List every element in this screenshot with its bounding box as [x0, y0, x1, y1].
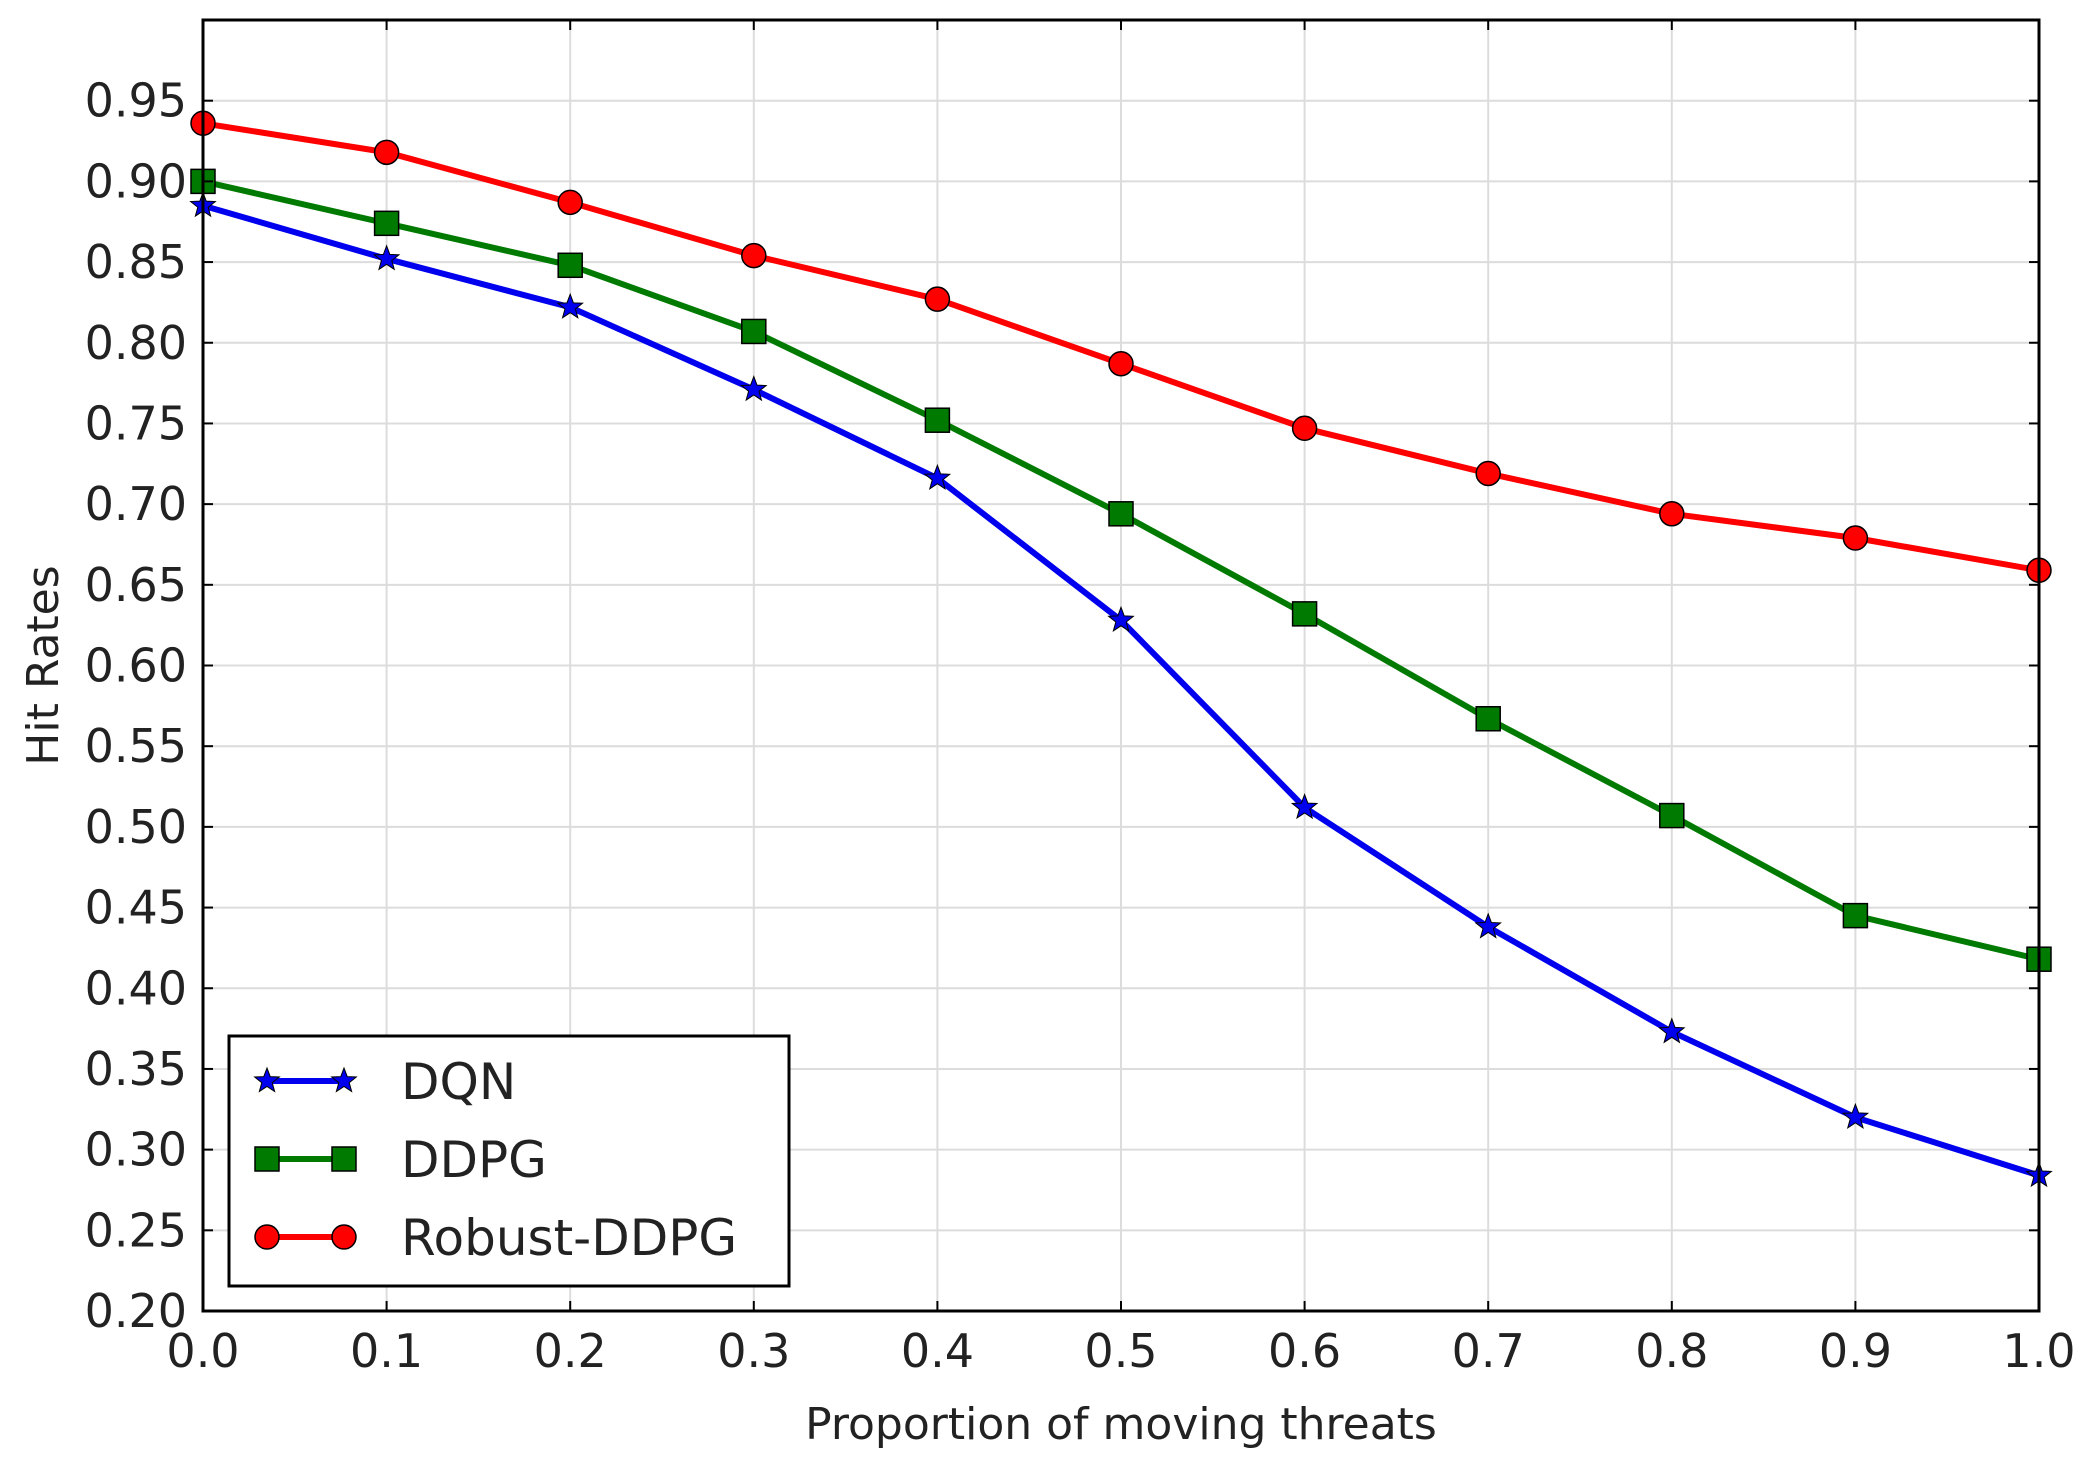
data-point-robust-ddpg	[1842, 525, 1869, 551]
legend-entry-robust-ddpg: Robust-DDPG	[254, 1209, 737, 1267]
y-tick-label: 0.40	[85, 961, 187, 1015]
data-point-ddpg	[1108, 501, 1134, 527]
data-point-ddpg	[924, 407, 951, 433]
legend-label-robust-ddpg: Robust-DDPG	[401, 1209, 737, 1267]
x-axis-title: Proportion of moving threats	[805, 1399, 1437, 1450]
legend-marker-robust-ddpg	[254, 1224, 280, 1250]
data-point-ddpg	[1475, 706, 1501, 732]
x-tick-label: 0.8	[1635, 1324, 1708, 1378]
data-point-robust-ddpg	[741, 242, 767, 269]
data-point-dqn	[556, 292, 584, 319]
legend-entry-ddpg: DDPG	[254, 1131, 547, 1189]
data-point-robust-ddpg	[924, 286, 951, 312]
legend: DQN DDPG Robust-DDPG	[227, 1034, 791, 1288]
tick-marks	[202, 20, 2040, 1312]
legend-marker-dqn	[253, 1066, 281, 1093]
x-tick-label: 0.3	[717, 1324, 790, 1378]
legend-label-dqn: DQN	[401, 1053, 516, 1111]
y-tick-label: 0.35	[85, 1042, 187, 1096]
x-tick-label: 1.0	[2002, 1324, 2075, 1378]
y-tick-label: 0.80	[85, 316, 187, 370]
y-tick-label: 0.95	[85, 74, 187, 128]
legend-marker-ddpg	[254, 1146, 280, 1172]
data-point-ddpg	[1659, 802, 1685, 829]
data-point-dqn	[1290, 793, 1319, 820]
data-point-dqn	[740, 375, 768, 402]
y-tick-labels: 0.20 0.25 0.30 0.35 0.40 0.45 0.50 0.55 0.60 0.65…	[85, 74, 187, 1338]
legend-entry-dqn: DQN	[253, 1053, 516, 1111]
y-tick-label: 0.90	[85, 154, 187, 208]
y-tick-label: 0.30	[85, 1123, 187, 1177]
data-point-dqn	[1841, 1102, 1870, 1130]
data-point-robust-ddpg	[373, 139, 400, 166]
data-point-dqn	[1474, 912, 1502, 939]
legend-marker-ddpg	[331, 1146, 357, 1172]
data-point-dqn	[1658, 1017, 1686, 1044]
y-tick-label: 0.70	[85, 477, 187, 531]
y-tick-label: 0.45	[85, 881, 187, 935]
data-point-robust-ddpg	[1291, 415, 1318, 442]
legend-label-ddpg: DDPG	[401, 1131, 547, 1189]
y-tick-label: 0.25	[85, 1203, 187, 1257]
x-tick-label: 0.2	[534, 1324, 607, 1378]
x-tick-label: 0.0	[166, 1324, 239, 1378]
data-point-dqn	[372, 244, 401, 271]
y-tick-label: 0.50	[85, 800, 187, 854]
data-point-dqn	[923, 463, 952, 490]
data-point-dqn	[1107, 605, 1135, 632]
data-point-robust-ddpg	[1475, 460, 1501, 487]
x-tick-labels: 0.0 0.1 0.2 0.3 0.4 0.5 0.6 0.7 0.8 0.9 1.0	[166, 1324, 2075, 1378]
x-tick-label: 0.9	[1819, 1324, 1892, 1378]
data-point-robust-ddpg	[1108, 350, 1134, 377]
y-tick-label: 0.65	[85, 558, 187, 612]
y-tick-label: 0.20	[85, 1284, 187, 1338]
legend-marker-dqn	[330, 1066, 358, 1093]
data-point-ddpg	[1842, 902, 1869, 929]
data-point-robust-ddpg	[557, 189, 583, 216]
data-point-robust-ddpg	[1659, 501, 1685, 527]
y-axis-title: Hit Rates	[18, 565, 69, 765]
data-point-ddpg	[373, 210, 400, 237]
x-tick-label: 0.1	[350, 1324, 423, 1378]
legend-marker-robust-ddpg	[331, 1224, 357, 1250]
data-point-ddpg	[1291, 601, 1318, 627]
x-tick-label: 0.5	[1084, 1324, 1157, 1378]
y-tick-label: 0.55	[85, 719, 187, 773]
series-ddpg	[190, 168, 2052, 972]
x-tick-label: 0.4	[901, 1324, 974, 1378]
y-tick-label: 0.60	[85, 639, 187, 693]
data-point-ddpg	[741, 318, 767, 345]
x-tick-label: 0.7	[1452, 1324, 1525, 1378]
y-tick-label: 0.85	[85, 235, 187, 289]
y-tick-label: 0.75	[85, 396, 187, 450]
x-tick-label: 0.6	[1268, 1324, 1341, 1378]
data-point-ddpg	[557, 252, 583, 279]
series-dqn	[189, 191, 2053, 1188]
